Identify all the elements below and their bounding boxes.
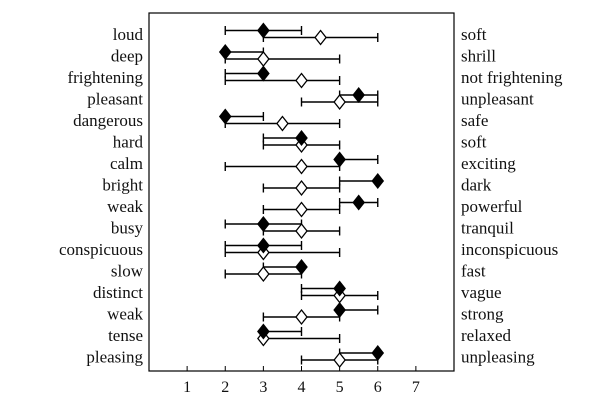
right-anchor-label: inconspicuous: [461, 240, 558, 259]
left-anchor-label: bright: [102, 176, 143, 195]
open-series-error-bar: [224, 54, 341, 64]
open-diamond-marker: [257, 265, 270, 283]
scale-row: slow fast: [111, 258, 486, 283]
left-anchor-label: weak: [107, 305, 143, 324]
filled-diamond-marker: [352, 194, 366, 211]
right-anchor-label: shrill: [461, 47, 496, 66]
left-anchor-label: distinct: [93, 283, 143, 302]
right-anchor-label: safe: [461, 111, 488, 130]
left-anchor-label: pleasing: [86, 348, 143, 367]
scale-row: tense relaxed: [108, 323, 512, 347]
filled-diamond-marker: [257, 323, 270, 340]
scale-row: busy tranquil: [111, 215, 514, 240]
filled-diamond-marker: [218, 43, 232, 61]
filled-diamond-marker: [218, 108, 232, 125]
filled-diamond-marker: [371, 172, 385, 190]
scale-row: pleasant unpleasant: [87, 86, 534, 111]
left-anchor-label: frightening: [67, 68, 143, 87]
left-anchor-label: pleasant: [87, 90, 143, 109]
left-anchor-label: tense: [108, 326, 143, 345]
scale-row: conspicuous inconspicuous: [59, 237, 558, 261]
filled-diamond-marker: [352, 86, 366, 104]
filled-diamond-marker: [371, 344, 385, 362]
right-anchor-label: unpleasing: [461, 348, 535, 367]
x-tick-label: 3: [259, 379, 267, 396]
filled-diamond-marker: [333, 151, 346, 168]
open-diamond-marker: [295, 158, 308, 175]
open-diamond-marker: [295, 179, 308, 197]
left-anchor-label: conspicuous: [59, 240, 143, 259]
scale-row: weak strong: [107, 301, 504, 326]
scale-row: bright dark: [102, 172, 492, 197]
right-anchor-label: tranquil: [461, 219, 514, 238]
right-anchor-label: relaxed: [461, 326, 512, 345]
scale-row: dangerous safe: [73, 108, 488, 132]
right-anchor-label: not frightening: [461, 68, 563, 87]
x-tick-label: 2: [221, 379, 229, 396]
scale-row: pleasing unpleasing: [86, 344, 535, 369]
filled-diamond-marker: [295, 258, 308, 276]
x-axis-ticks: 1 2 3 4 5 6 7: [183, 366, 420, 396]
open-diamond-marker: [276, 115, 289, 132]
right-anchor-label: dark: [461, 176, 492, 195]
x-tick-label: 1: [183, 379, 191, 396]
right-anchor-label: powerful: [461, 197, 523, 216]
filled-diamond-marker: [295, 129, 308, 147]
left-anchor-label: loud: [113, 25, 144, 44]
right-anchor-label: vague: [461, 283, 502, 302]
x-tick-label: 5: [336, 379, 344, 396]
left-anchor-label: slow: [111, 262, 144, 281]
left-anchor-label: busy: [111, 219, 144, 238]
x-tick-label: 7: [412, 379, 420, 396]
open-diamond-marker: [295, 308, 308, 326]
open-series-error-bar: [224, 248, 341, 257]
x-tick-label: 4: [298, 379, 306, 396]
filled-diamond-marker: [257, 237, 270, 254]
filled-diamond-marker: [257, 215, 270, 233]
scale-row: frightening not frightening: [67, 65, 563, 89]
x-tick-label: 6: [374, 379, 382, 396]
filled-diamond-marker: [333, 280, 346, 297]
right-anchor-label: unpleasant: [461, 90, 534, 109]
open-diamond-marker: [314, 29, 327, 46]
scale-row: distinct vague: [93, 280, 502, 304]
filled-diamond-marker: [257, 22, 270, 39]
right-anchor-label: soft: [461, 25, 487, 44]
scale-row: deep shrill: [111, 43, 496, 68]
open-diamond-marker: [257, 50, 270, 68]
left-anchor-label: deep: [111, 47, 143, 66]
open-series-error-bar: [224, 76, 341, 85]
open-diamond-marker: [295, 72, 308, 89]
left-anchor-label: calm: [110, 154, 143, 173]
right-anchor-label: fast: [461, 262, 486, 281]
rows-layer: loud soft deep shrill frightening not frighte…: [59, 22, 563, 369]
right-anchor-label: strong: [461, 305, 504, 324]
scale-row: weak powerful: [107, 194, 523, 218]
open-diamond-marker: [295, 222, 308, 240]
open-diamond-marker: [333, 351, 346, 369]
open-diamond-marker: [333, 93, 346, 111]
open-series-error-bar: [224, 162, 341, 171]
left-anchor-label: dangerous: [73, 111, 143, 130]
scale-row: calm exciting: [110, 151, 516, 175]
right-anchor-label: soft: [461, 133, 487, 152]
left-anchor-label: hard: [113, 133, 144, 152]
scale-row: loud soft: [113, 22, 487, 46]
right-anchor-label: exciting: [461, 154, 516, 173]
filled-diamond-marker: [333, 301, 346, 319]
filled-diamond-marker: [257, 65, 270, 82]
open-diamond-marker: [295, 201, 308, 218]
scale-row: hard soft: [113, 129, 487, 154]
left-anchor-label: weak: [107, 197, 143, 216]
